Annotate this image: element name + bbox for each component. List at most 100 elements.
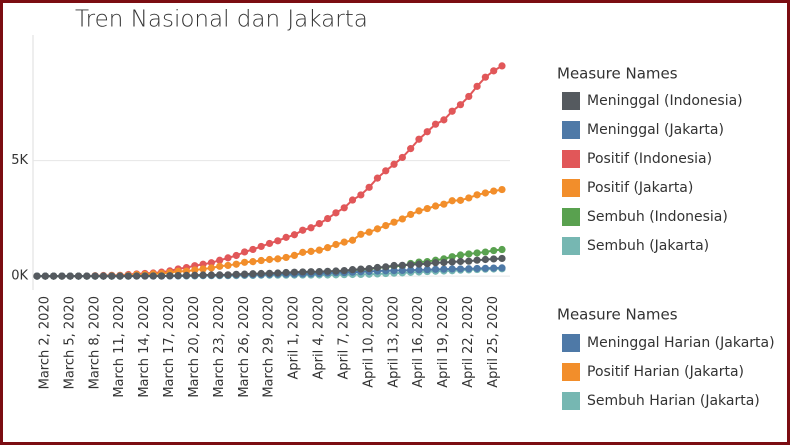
x-tick-label: April 16, 2020 <box>411 296 426 388</box>
point <box>274 269 282 277</box>
point <box>407 145 415 153</box>
point <box>490 264 498 272</box>
x-tick-label: April 25, 2020 <box>486 296 501 388</box>
legend-swatch <box>562 150 580 168</box>
point <box>448 258 456 266</box>
point <box>240 248 249 256</box>
point <box>199 271 207 279</box>
legend-title: Measure Names <box>557 306 678 324</box>
point <box>207 259 215 267</box>
point <box>257 269 265 278</box>
point <box>398 266 406 275</box>
point <box>398 261 406 269</box>
point <box>340 266 348 275</box>
point <box>373 225 382 233</box>
point <box>265 239 274 248</box>
point <box>324 214 332 223</box>
point <box>415 207 423 215</box>
point <box>481 255 489 264</box>
point <box>365 183 373 191</box>
point <box>282 253 290 262</box>
point <box>74 272 83 280</box>
point <box>423 266 431 274</box>
point <box>232 270 240 278</box>
point <box>473 256 481 264</box>
point <box>216 256 224 264</box>
point <box>348 196 357 204</box>
point <box>390 218 398 226</box>
point <box>465 265 473 273</box>
point <box>265 269 274 277</box>
legend-swatch <box>562 92 580 110</box>
legend-swatch <box>562 392 580 410</box>
legend-label: Positif (Jakarta) <box>587 180 693 196</box>
point <box>282 233 290 241</box>
point <box>324 267 332 275</box>
point <box>290 251 299 259</box>
x-tick-label: March 2, 2020 <box>38 296 53 389</box>
point <box>207 271 215 279</box>
x-tick-label: March 17, 2020 <box>162 296 177 398</box>
point <box>440 200 448 208</box>
point <box>174 271 182 280</box>
point <box>498 62 506 70</box>
point <box>41 272 49 280</box>
point <box>274 237 282 245</box>
legend-swatch <box>562 237 580 255</box>
point <box>398 215 406 223</box>
point <box>431 265 440 273</box>
point <box>348 236 357 244</box>
point <box>166 272 174 280</box>
legend-label: Meninggal (Jakarta) <box>587 122 724 138</box>
point <box>307 268 315 276</box>
point <box>465 92 473 101</box>
point <box>299 268 307 276</box>
legend-swatch <box>562 179 580 197</box>
y-tick-label: 0K <box>11 269 28 284</box>
point <box>99 272 108 280</box>
point <box>473 249 481 257</box>
point <box>448 107 456 115</box>
point <box>124 272 132 280</box>
point <box>290 231 299 239</box>
x-tick-label: April 10, 2020 <box>361 296 376 388</box>
point <box>348 266 357 274</box>
x-tick-label: March 14, 2020 <box>137 296 152 398</box>
point <box>224 261 232 270</box>
point <box>456 265 465 273</box>
point <box>382 167 390 175</box>
point <box>431 120 440 128</box>
point <box>290 268 299 276</box>
point <box>490 187 498 195</box>
point <box>216 271 224 279</box>
point <box>232 260 240 268</box>
legend-swatch <box>562 363 580 381</box>
point <box>473 82 481 90</box>
point <box>257 256 265 265</box>
point <box>440 116 448 124</box>
point <box>66 272 74 280</box>
point <box>357 230 365 238</box>
point <box>407 210 415 219</box>
point <box>431 202 440 210</box>
legend-label: Positif (Indonesia) <box>587 151 712 167</box>
legend-swatch <box>562 334 580 352</box>
point <box>299 248 307 256</box>
point <box>332 209 340 217</box>
x-tick-label: March 11, 2020 <box>112 296 127 398</box>
point <box>481 189 489 197</box>
point <box>382 263 390 271</box>
legend-title: Measure Names <box>557 65 678 83</box>
point <box>415 135 423 143</box>
series <box>33 254 506 280</box>
x-tick-label: April 22, 2020 <box>461 296 476 388</box>
legend-swatch <box>562 208 580 226</box>
point <box>307 224 315 232</box>
point <box>232 251 240 260</box>
point <box>224 271 232 279</box>
point <box>498 264 506 272</box>
point <box>58 272 66 280</box>
point <box>224 254 232 262</box>
point <box>315 219 323 228</box>
